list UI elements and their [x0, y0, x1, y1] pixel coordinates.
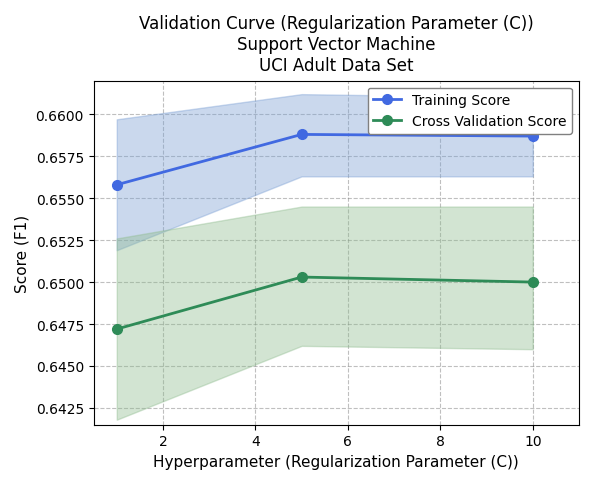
Cross Validation Score [529, 280, 536, 286]
Legend: Training Score, Cross Validation Score: Training Score, Cross Validation Score [368, 89, 572, 135]
Y-axis label: Score (F1): Score (F1) [15, 214, 30, 292]
Training Score [298, 132, 305, 138]
Cross Validation Score [113, 327, 121, 333]
Title: Validation Curve (Regularization Parameter (C))
Support Vector Machine
UCI Adult: Validation Curve (Regularization Paramet… [139, 15, 533, 75]
Cross Validation Score [298, 274, 305, 280]
Line: Training Score: Training Score [112, 130, 538, 190]
Training Score [529, 134, 536, 140]
Line: Cross Validation Score: Cross Validation Score [112, 272, 538, 334]
X-axis label: Hyperparameter (Regularization Parameter (C)): Hyperparameter (Regularization Parameter… [153, 454, 519, 469]
Training Score [113, 182, 121, 188]
